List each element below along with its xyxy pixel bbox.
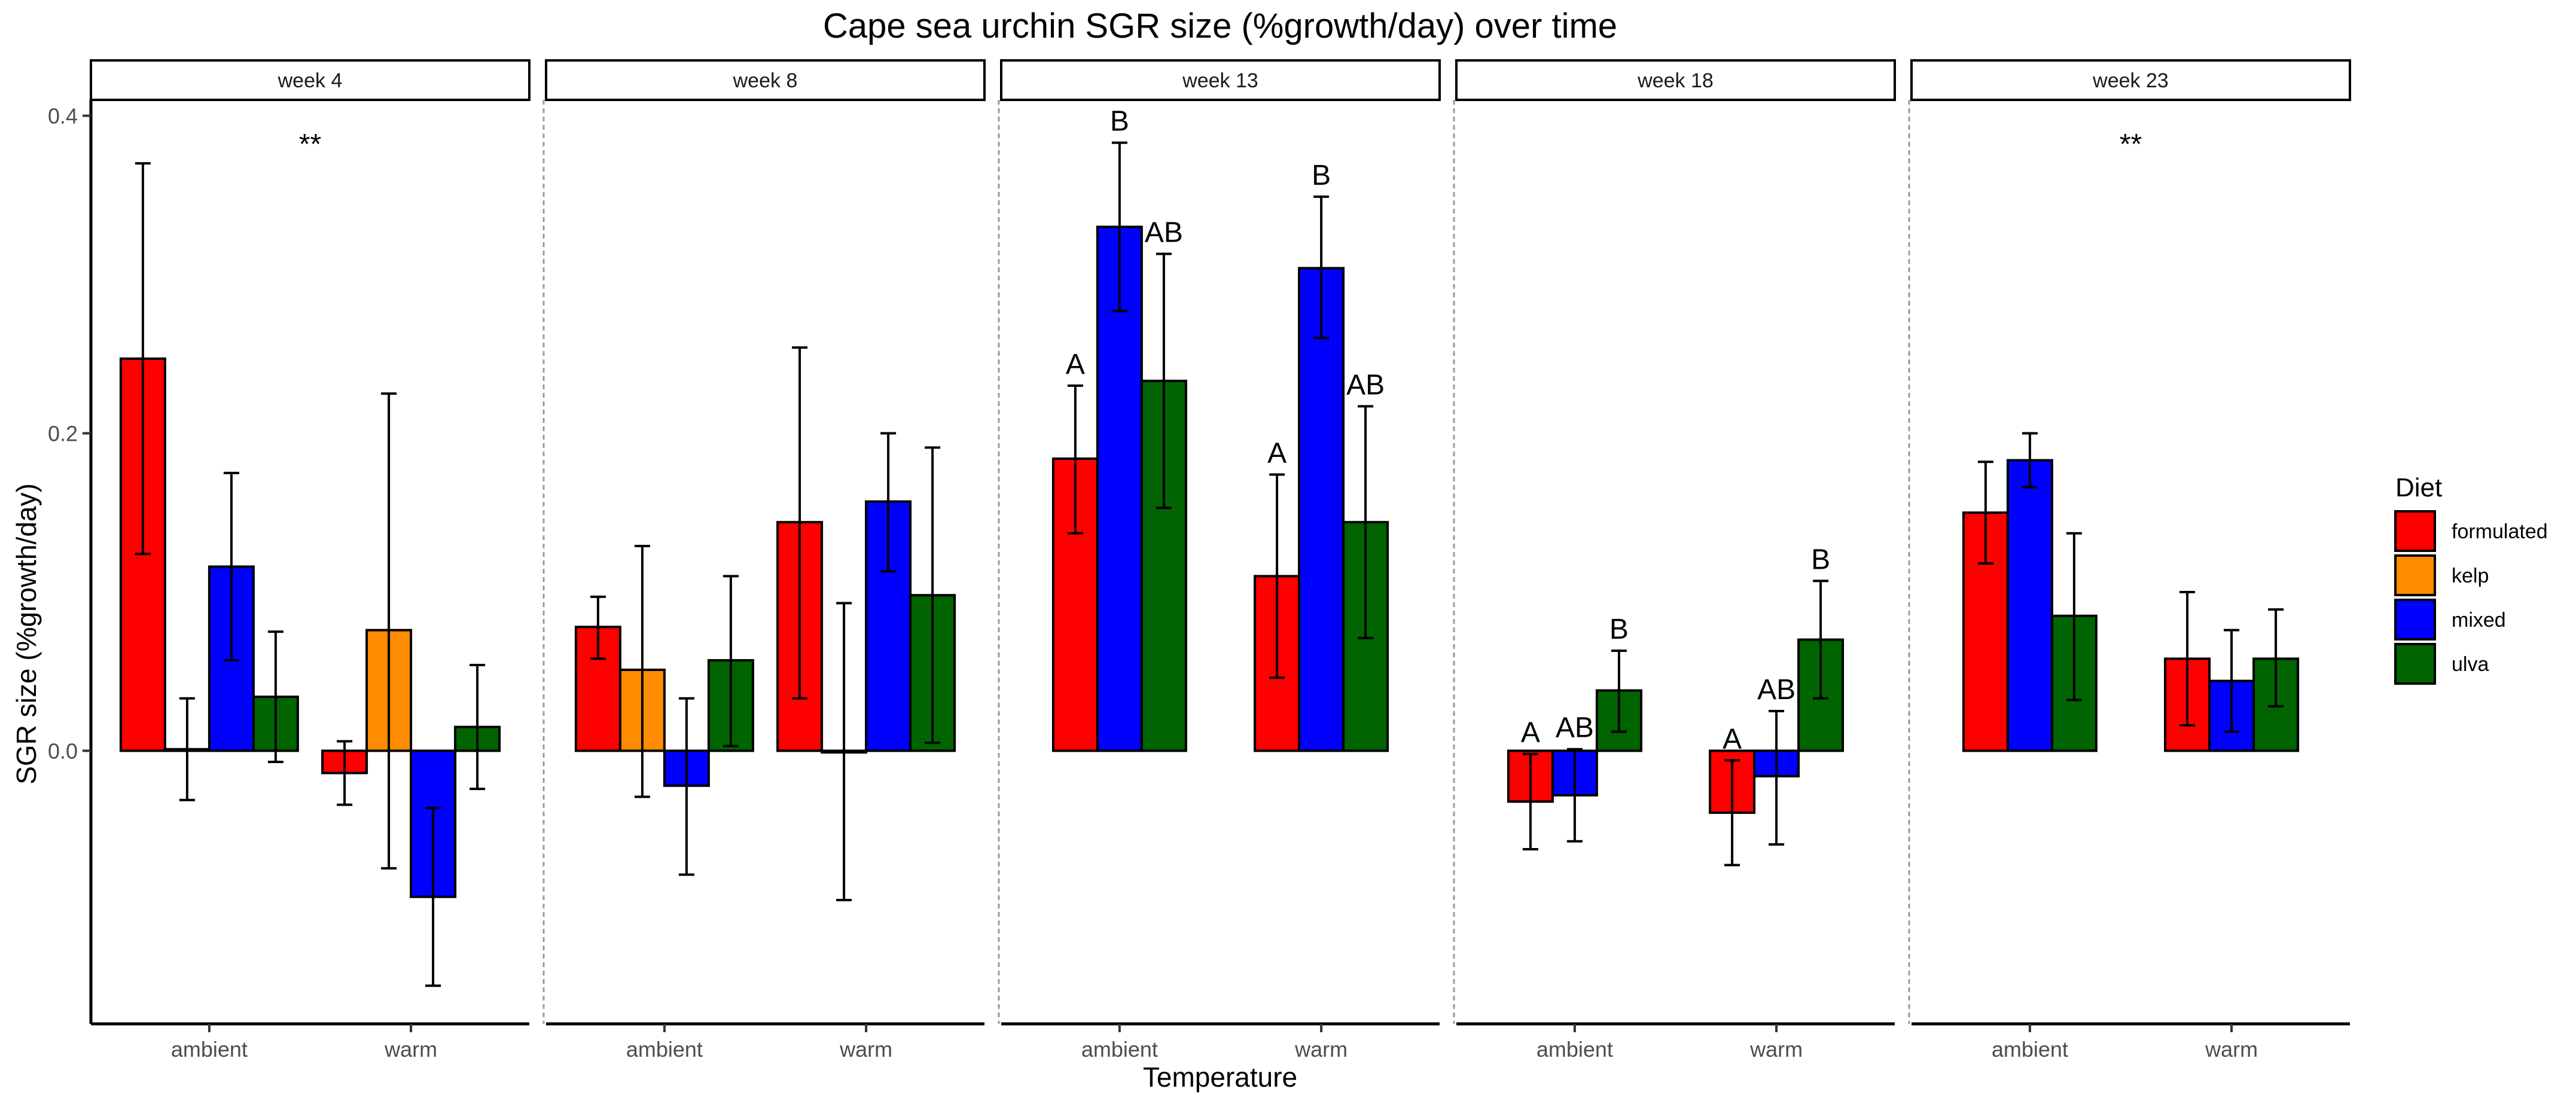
- x-tick-label: warm: [1749, 1037, 1803, 1062]
- x-tick-label: ambient: [626, 1037, 703, 1062]
- y-tick-label: 0.2: [48, 421, 78, 446]
- panel-significance-annotation: **: [299, 129, 321, 160]
- legend-label-ulva: ulva: [2452, 653, 2489, 676]
- group-letter-label: A: [1723, 723, 1742, 755]
- legend-title: Diet: [2395, 473, 2442, 502]
- group-letter-label: A: [1267, 437, 1287, 469]
- facet-strip-label: week 8: [733, 69, 798, 92]
- bar-mixed: [2006, 459, 2053, 752]
- facet-strip-label: week 4: [278, 69, 343, 92]
- bar-formulated: [119, 357, 166, 752]
- y-tick-label: 0.0: [48, 739, 78, 763]
- group-letter-label: AB: [1145, 217, 1183, 249]
- legend-key-formulated: [2394, 510, 2436, 552]
- legend-label-formulated: formulated: [2452, 520, 2548, 543]
- facet-strip: [1000, 59, 1441, 101]
- legend-label-kelp: kelp: [2452, 565, 2489, 587]
- legend: Diet formulated kelp mixed ulva: [2394, 473, 2548, 685]
- facet-panel-week-4: week 4 ambient warm **: [90, 59, 531, 1062]
- facet-strip-label: week 23: [2092, 69, 2169, 92]
- legend-key-mixed: [2394, 599, 2436, 641]
- y-axis: 0.0 0.2 0.4: [48, 100, 93, 1024]
- facet-strip: [545, 59, 986, 101]
- x-tick-label: warm: [839, 1037, 892, 1062]
- group-letter-label: A: [1066, 349, 1085, 380]
- facet-strip: [90, 59, 531, 101]
- x-axis-title: Temperature: [1143, 1062, 1297, 1093]
- group-letter-label: A: [1521, 717, 1540, 749]
- x-tick-label: warm: [1294, 1037, 1348, 1062]
- y-axis-title: SGR size (%growth/day): [11, 483, 42, 785]
- group-letter-label: AB: [1556, 712, 1594, 744]
- x-tick-label: ambient: [1537, 1037, 1613, 1062]
- x-tick-label: warm: [384, 1037, 437, 1062]
- y-tick-label: 0.4: [48, 104, 78, 129]
- panel-significance-annotation: **: [2120, 129, 2142, 160]
- facet-strip-label: week 18: [1637, 69, 1714, 92]
- group-letter-label: AB: [1346, 369, 1385, 401]
- group-letter-label: B: [1609, 614, 1629, 645]
- facet-strip-label: week 13: [1182, 69, 1258, 92]
- legend-key-ulva: [2394, 643, 2436, 685]
- bar-mixed: [1298, 267, 1345, 752]
- facet-strip: [1910, 59, 2351, 101]
- group-letter-label: B: [1110, 106, 1129, 138]
- legend-label-mixed: mixed: [2452, 609, 2506, 632]
- facet-panel-week-8: week 8 ambient warm: [542, 59, 986, 1062]
- x-tick-label: ambient: [171, 1037, 248, 1062]
- legend-key-kelp: [2394, 554, 2436, 596]
- group-letter-label: B: [1811, 544, 1830, 575]
- chart-title: Cape sea urchin SGR size (%growth/day) o…: [823, 7, 1617, 45]
- group-letter-label: AB: [1757, 674, 1795, 706]
- group-letter-label: B: [1312, 160, 1331, 191]
- x-tick-label: ambient: [1992, 1037, 2068, 1062]
- facet-strip: [1455, 59, 1896, 101]
- x-tick-label: ambient: [1081, 1037, 1158, 1062]
- facet-panel-week-23: week 23 ambient warm **: [1908, 59, 2351, 1062]
- x-tick-label: warm: [2205, 1037, 2258, 1062]
